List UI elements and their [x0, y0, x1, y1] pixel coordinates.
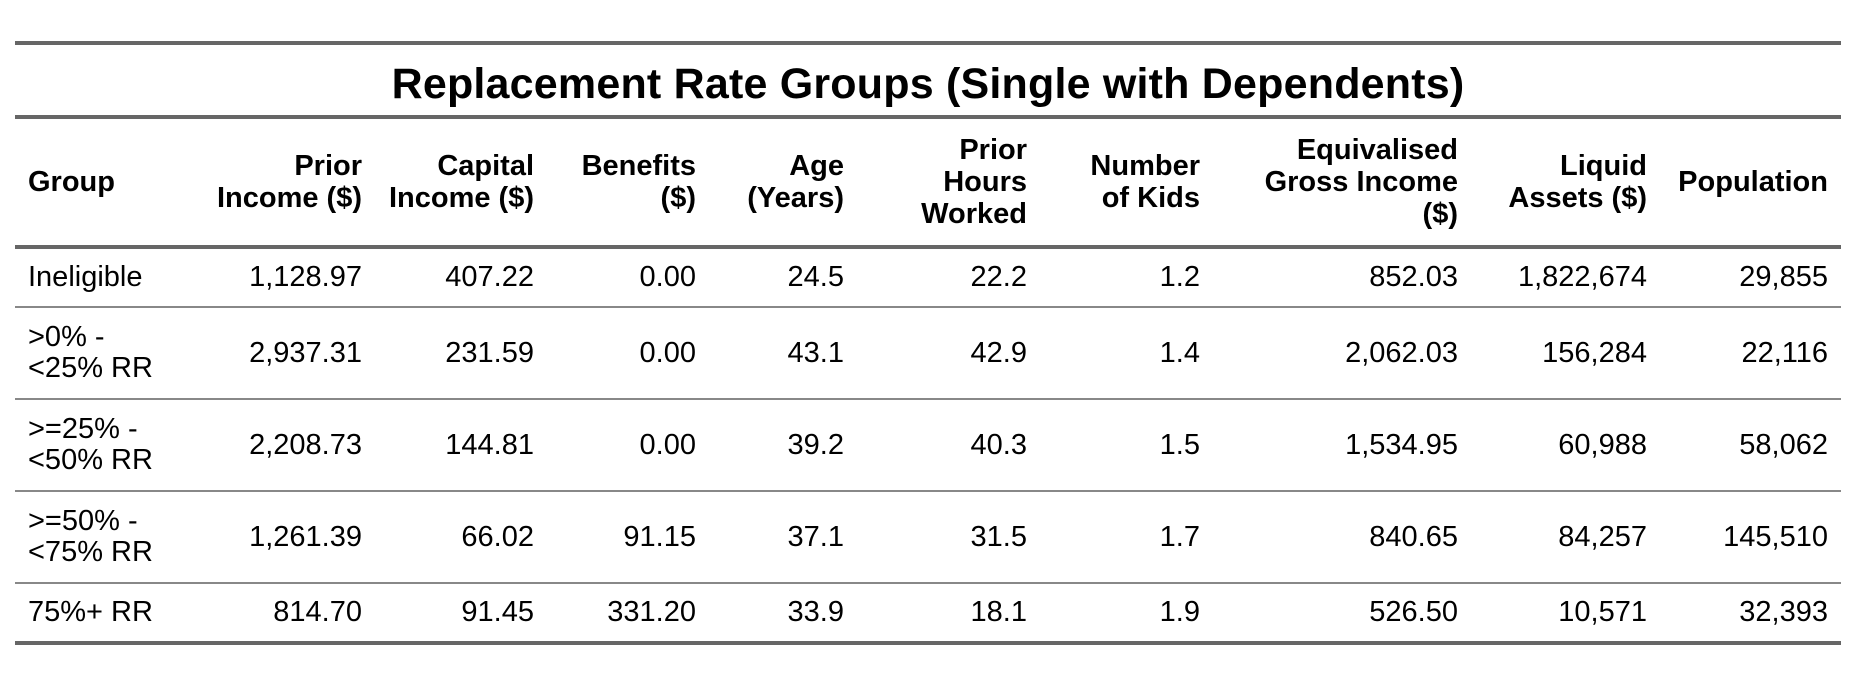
cell-equiv-income: 1,534.95: [1345, 428, 1458, 461]
header-liquid-assets: Liquid Assets ($): [1508, 150, 1647, 214]
cell-age: 37.1: [787, 520, 844, 553]
data-table: Group Prior Income ($) Capital Income ($) …: [15, 119, 1841, 645]
header-equiv-income: Equivalised Gross Income ($): [1264, 134, 1458, 230]
cell-capital-income: 407.22: [445, 261, 534, 293]
cell-liquid-assets: 10,571: [1558, 596, 1647, 628]
cell-capital-income: 91.45: [461, 596, 534, 628]
cell-prior-hours: 42.9: [970, 336, 1027, 369]
cell-capital-income: 66.02: [461, 520, 534, 553]
cell-equiv-income: 526.50: [1369, 596, 1458, 628]
header-prior-hours: Prior Hours Worked: [921, 134, 1027, 230]
cell-population: 145,510: [1723, 520, 1828, 553]
header-capital-income: Capital Income ($): [388, 150, 534, 214]
header-kids: Number of Kids: [1090, 150, 1200, 214]
cell-benefits: 0.00: [639, 336, 696, 369]
cell-equiv-income: 840.65: [1369, 520, 1458, 553]
header-population: Population: [1678, 166, 1828, 198]
cell-group: >0% - <25% RR: [28, 321, 153, 384]
cell-benefits: 0.00: [639, 261, 696, 293]
header-group: Group: [28, 166, 115, 198]
header-row: Group Prior Income ($) Capital Income ($) …: [15, 119, 1841, 247]
replacement-rate-table: Replacement Rate Groups (Single with Dep…: [15, 41, 1841, 645]
cell-prior-income: 814.70: [273, 596, 362, 628]
table-row: >0% - <25% RR 2,937.31 231.59 0.00 43.1 4…: [15, 307, 1841, 399]
table-title: Replacement Rate Groups (Single with Dep…: [391, 60, 1465, 108]
cell-prior-hours: 22.2: [970, 261, 1027, 293]
table-row: >=50% - <75% RR 1,261.39 66.02 91.15 37.1…: [15, 491, 1841, 583]
cell-capital-income: 231.59: [445, 336, 534, 369]
cell-group: >=50% - <75% RR: [28, 505, 153, 568]
cell-prior-hours: 31.5: [970, 520, 1027, 553]
cell-liquid-assets: 60,988: [1558, 428, 1647, 461]
cell-liquid-assets: 1,822,674: [1517, 261, 1647, 293]
cell-liquid-assets: 84,257: [1558, 520, 1647, 553]
cell-equiv-income: 852.03: [1369, 261, 1458, 293]
table-row: Ineligible 1,128.97 407.22 0.00 24.5 22.…: [15, 247, 1841, 307]
top-rule: [15, 41, 1841, 45]
cell-population: 32,393: [1739, 596, 1828, 628]
cell-age: 24.5: [787, 261, 844, 293]
cell-benefits: 0.00: [639, 428, 696, 461]
cell-prior-income: 2,937.31: [249, 336, 362, 369]
cell-kids: 1.4: [1159, 336, 1200, 369]
table-row: 75%+ RR 814.70 91.45 331.20 33.9 18.1 1.…: [15, 583, 1841, 643]
title-rule: [15, 115, 1841, 119]
cell-age: 39.2: [787, 428, 844, 461]
cell-liquid-assets: 156,284: [1542, 336, 1647, 369]
header-benefits: Benefits ($): [581, 150, 696, 214]
cell-prior-hours: 18.1: [970, 596, 1027, 628]
cell-benefits: 91.15: [623, 520, 696, 553]
cell-benefits: 331.20: [607, 596, 696, 628]
table-row: >=25% - <50% RR 2,208.73 144.81 0.00 39.2…: [15, 399, 1841, 491]
cell-prior-income: 1,128.97: [249, 261, 362, 293]
cell-prior-income: 2,208.73: [249, 428, 362, 461]
cell-kids: 1.2: [1159, 261, 1200, 293]
cell-population: 58,062: [1739, 428, 1828, 461]
cell-equiv-income: 2,062.03: [1345, 336, 1458, 369]
cell-age: 33.9: [787, 596, 844, 628]
cell-age: 43.1: [787, 336, 844, 369]
cell-group: Ineligible: [28, 261, 143, 293]
cell-population: 29,855: [1739, 261, 1828, 293]
cell-kids: 1.5: [1159, 428, 1200, 461]
header-age: Age (Years): [747, 150, 844, 214]
cell-kids: 1.7: [1159, 520, 1200, 553]
cell-kids: 1.9: [1159, 596, 1200, 628]
cell-capital-income: 144.81: [445, 428, 534, 461]
cell-population: 22,116: [1741, 336, 1828, 369]
cell-group: 75%+ RR: [28, 596, 153, 628]
cell-group: >=25% - <50% RR: [28, 413, 153, 476]
cell-prior-hours: 40.3: [970, 428, 1027, 461]
header-prior-income: Prior Income ($): [216, 150, 362, 214]
cell-prior-income: 1,261.39: [249, 520, 362, 553]
